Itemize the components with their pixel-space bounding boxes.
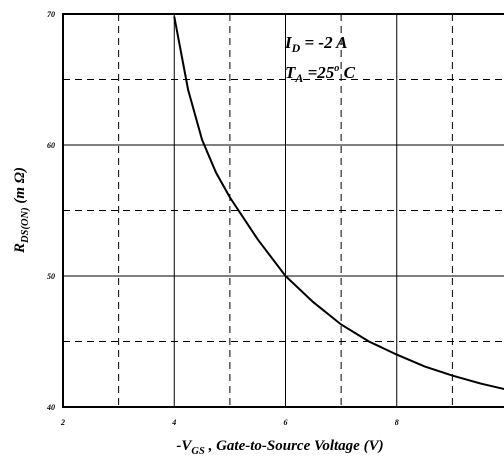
annotation-sub: A <box>294 71 303 85</box>
y-tick-label: 60 <box>47 141 55 150</box>
annotation-main: I <box>284 33 293 52</box>
x-axis-label-main: -V <box>176 438 193 454</box>
y-axis-label-rest: (m Ω) <box>12 167 28 207</box>
plot-frame <box>62 13 504 408</box>
annotation-sub: D <box>291 41 301 55</box>
y-tick-label: 70 <box>47 10 55 19</box>
y-tick-label: 40 <box>46 403 55 412</box>
x-tick-label: 2 <box>60 418 65 427</box>
y-tick-label: 50 <box>47 272 55 281</box>
annotation-sup: o <box>334 63 339 74</box>
x-tick-label: 4 <box>171 418 176 427</box>
annotation-main: T <box>285 63 296 82</box>
data-line <box>173 16 504 391</box>
x-tick-label: 8 <box>395 418 399 427</box>
annotation: TA =25o C <box>285 63 356 85</box>
annotation: ID = -2 A <box>284 33 348 55</box>
y-axis-label: RDS(ON) (m Ω) <box>12 167 31 254</box>
x-tick-label: 6 <box>284 418 288 427</box>
x-axis-label: -VGS , Gate-to-Source Voltage (V) <box>176 438 383 457</box>
annotation-tail: C <box>339 63 355 82</box>
annotation-rest: =25 <box>303 63 334 82</box>
y-axis-label-main: R <box>12 243 28 254</box>
x-axis-label-sub: GS <box>191 446 205 457</box>
y-axis-label-sub: DS(ON) <box>20 207 31 244</box>
x-axis-label-rest: , Gate-to-Source Voltage (V) <box>205 438 384 454</box>
annotation-rest: = -2 A <box>300 33 347 52</box>
